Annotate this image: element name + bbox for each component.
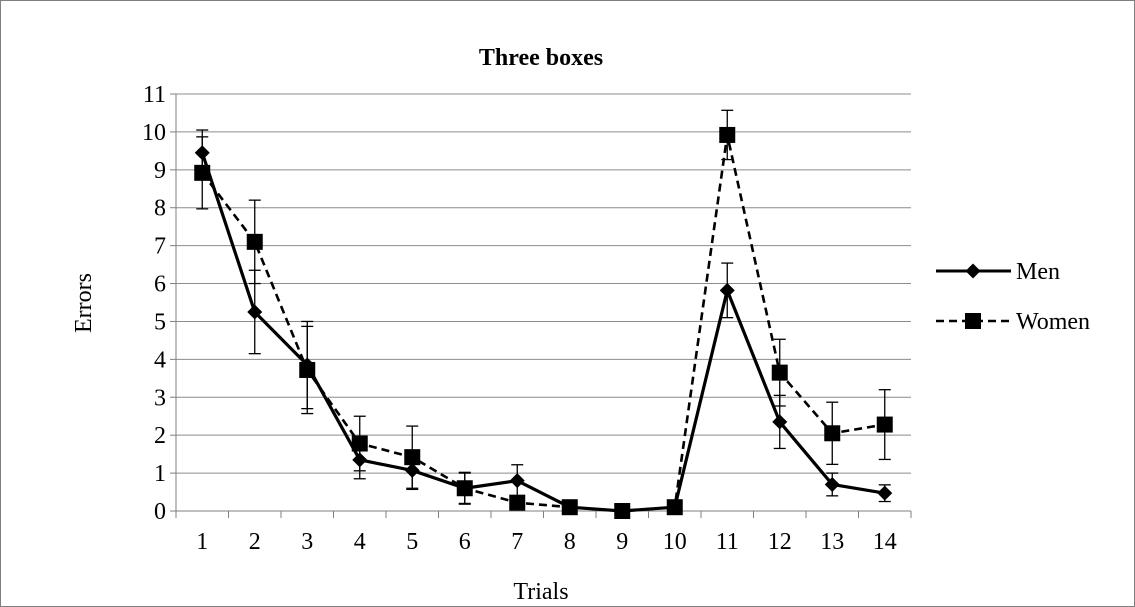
men-point-3: [299, 357, 315, 373]
x-tick-label-9: 9: [616, 529, 628, 555]
x-tick-label-10: 10: [663, 529, 687, 555]
men-point-13: [824, 476, 840, 492]
women-point-12: [771, 364, 788, 381]
y-tick-label-4: 4: [154, 347, 166, 373]
legend-label-men: Men: [1016, 259, 1060, 285]
x-tick-label-14: 14: [873, 529, 897, 555]
women-line: [201, 133, 885, 513]
men-point-2: [247, 304, 263, 320]
men-point-11: [719, 282, 735, 298]
men-point-12: [772, 414, 788, 430]
gridlines: [176, 93, 911, 474]
y-tick-label-3: 3: [154, 385, 166, 411]
women-point-11: [719, 126, 736, 143]
x-tick-label-1: 1: [196, 529, 208, 555]
x-tick-label-13: 13: [820, 529, 844, 555]
y-tick-label-11: 11: [143, 82, 166, 108]
men-point-9: [614, 503, 630, 519]
x-tick-label-4: 4: [354, 529, 366, 555]
men-point-1: [194, 145, 210, 161]
men-point-7: [509, 473, 525, 489]
legend-marker-men: [965, 263, 981, 279]
legend-entry-women: Women: [936, 309, 1090, 335]
chart-title: Three boxes: [479, 45, 603, 71]
legend-entry-men: Men: [936, 259, 1060, 285]
y-tick-label-1: 1: [154, 461, 166, 487]
men-point-6: [457, 480, 473, 496]
x-tick-label-3: 3: [301, 529, 313, 555]
men-point-8: [562, 499, 578, 515]
legend: Men Women: [936, 259, 1090, 335]
x-tick-label-2: 2: [249, 529, 261, 555]
x-tick-label-5: 5: [406, 529, 418, 555]
men-point-14: [877, 485, 893, 501]
y-tick-label-6: 6: [154, 272, 166, 298]
y-tick-label-9: 9: [154, 158, 166, 184]
men-line: [200, 152, 886, 513]
x-axis-label: Trials: [513, 579, 568, 605]
men-point-4: [352, 452, 368, 468]
women-point-7: [509, 494, 526, 511]
series-men: [194, 129, 893, 519]
series-women: [194, 109, 893, 519]
men-point-10: [667, 499, 683, 515]
y-tick-label-0: 0: [154, 499, 166, 525]
x-tick-label-12: 12: [768, 529, 792, 555]
women-point-2: [246, 233, 263, 250]
x-tick-label-11: 11: [716, 529, 739, 555]
y-tick-label-7: 7: [154, 234, 166, 260]
y-tick-label-2: 2: [154, 423, 166, 449]
women-point-14: [876, 416, 893, 433]
x-tick-label-8: 8: [564, 529, 576, 555]
men-point-5: [404, 462, 420, 478]
x-tick-label-6: 6: [459, 529, 471, 555]
y-tick-label-5: 5: [154, 309, 166, 335]
y-tick-label-10: 10: [142, 120, 166, 146]
women-point-13: [824, 425, 841, 442]
series-layer: [194, 109, 893, 519]
x-tick-label-7: 7: [511, 529, 523, 555]
legend-label-women: Women: [1016, 309, 1090, 335]
y-axis-label: Errors: [71, 273, 97, 333]
y-tick-label-8: 8: [154, 196, 166, 222]
legend-marker-women: [965, 313, 981, 329]
